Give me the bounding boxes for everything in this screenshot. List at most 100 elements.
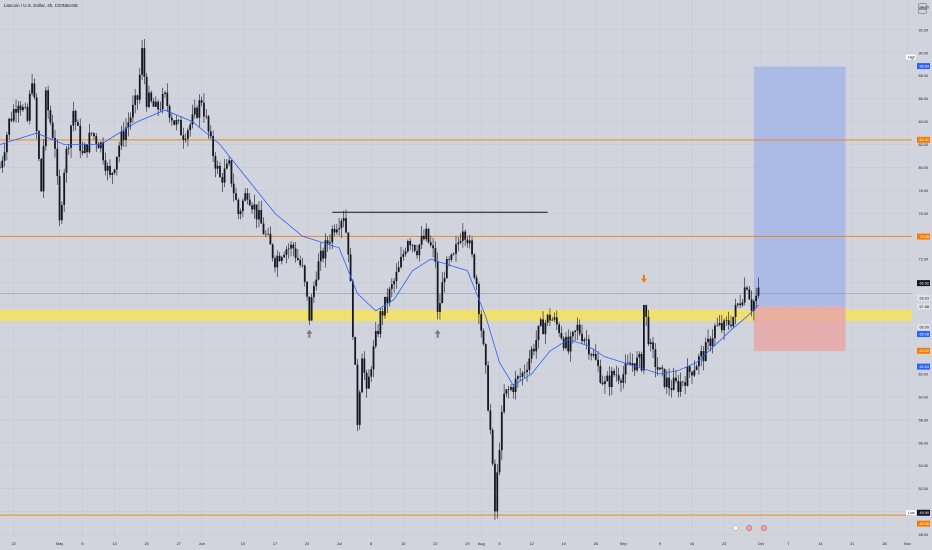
- x-tick-label: 26: [594, 542, 598, 546]
- candle-body: [686, 366, 689, 386]
- candle-body: [335, 229, 338, 233]
- candle-body: [351, 281, 354, 337]
- candle-body: [487, 365, 489, 411]
- price-label: 88.84: [919, 64, 929, 68]
- candle-body: [313, 286, 315, 298]
- candle-body: [402, 254, 405, 257]
- x-tick-label: 13: [112, 542, 116, 546]
- candle-body: [429, 242, 432, 246]
- candle-body: [445, 258, 448, 279]
- candle-body: [436, 261, 439, 312]
- candle-body: [67, 147, 70, 149]
- y-tick-label: 48.00: [918, 533, 928, 537]
- side-label: High: [908, 55, 915, 59]
- candle-body: [714, 325, 716, 339]
- candle-body: [365, 372, 368, 389]
- candle-body: [368, 376, 370, 389]
- candle-body: [72, 110, 75, 126]
- candle-body: [290, 244, 292, 249]
- candle-body: [505, 389, 508, 394]
- candle-body: [434, 248, 437, 262]
- candle-body: [90, 132, 93, 134]
- candle-body: [154, 101, 157, 107]
- candle-body: [113, 169, 116, 173]
- candle-body: [203, 102, 205, 117]
- candle-body: [0, 167, 1, 169]
- candle-body: [255, 204, 258, 220]
- candle-body: [741, 302, 744, 306]
- candle-body: [271, 244, 274, 259]
- candle-body: [79, 125, 82, 151]
- candle-body: [342, 218, 345, 221]
- candle-body: [310, 297, 313, 321]
- candle-body: [636, 357, 638, 371]
- candle-body: [225, 163, 228, 169]
- candle-body: [661, 367, 664, 369]
- candle-body: [152, 101, 155, 107]
- candle-body: [161, 94, 164, 110]
- candle-body: [468, 240, 471, 244]
- candle-body: [542, 319, 544, 335]
- candle-body: [306, 281, 308, 297]
- x-tick-label: Oct: [758, 542, 765, 546]
- candle-body: [752, 301, 755, 311]
- candle-body: [459, 240, 462, 243]
- candle-body: [647, 316, 650, 345]
- candle-body: [730, 324, 732, 327]
- candle-body: [608, 375, 611, 387]
- candle-body: [143, 48, 146, 77]
- candle-body: [358, 392, 361, 425]
- candle-body: [649, 342, 652, 345]
- currency-button[interactable]: USD: [918, 3, 927, 14]
- candle-body: [718, 323, 721, 326]
- candle-body: [576, 324, 579, 331]
- candle-body: [585, 339, 588, 340]
- candle-body: [374, 330, 377, 347]
- candle-body: [12, 109, 15, 121]
- candle-body: [629, 362, 632, 366]
- candle-body: [633, 363, 636, 371]
- price-label-box: [917, 280, 930, 287]
- x-tick-label: Nov: [904, 542, 911, 546]
- candle-body: [578, 324, 581, 334]
- x-tick-label: 9: [659, 542, 661, 546]
- candle-body: [191, 114, 194, 125]
- candle-body: [38, 131, 40, 159]
- price-label: 49.90: [919, 511, 929, 515]
- price-label: 94.00: [919, 5, 929, 9]
- candle-body: [33, 83, 36, 98]
- price-label: 82.41: [919, 138, 929, 142]
- candle-body: [665, 377, 668, 387]
- candle-body: [182, 135, 185, 140]
- x-tick-label: 20: [145, 542, 149, 546]
- candle-body: [423, 235, 425, 240]
- candle-body: [406, 241, 409, 252]
- candle-body: [193, 107, 196, 115]
- candle-body: [322, 250, 324, 259]
- candle-body: [642, 304, 645, 371]
- price-label-box: [917, 303, 930, 310]
- candle-body: [129, 117, 132, 123]
- candle-body: [491, 429, 494, 464]
- candle-body: [452, 253, 455, 255]
- candle-body: [663, 368, 666, 387]
- candle-body: [404, 251, 407, 255]
- y-tick-label: 92.00: [918, 28, 928, 32]
- x-tick-label: 22: [433, 542, 437, 546]
- candle-body: [19, 105, 22, 111]
- candle-body: [125, 127, 127, 141]
- candle-body: [725, 320, 728, 321]
- candle-body: [679, 381, 682, 392]
- candle-body: [370, 369, 373, 377]
- candle-body: [432, 245, 434, 249]
- candle-body: [631, 363, 634, 366]
- candle-body: [223, 168, 226, 183]
- candle-body: [709, 338, 712, 347]
- candle-body: [86, 144, 88, 153]
- candle-body: [620, 380, 622, 383]
- price-label-box: [917, 331, 930, 338]
- candle-body: [677, 380, 680, 392]
- candle-body: [659, 367, 661, 370]
- y-tick-label: 90.00: [918, 51, 928, 55]
